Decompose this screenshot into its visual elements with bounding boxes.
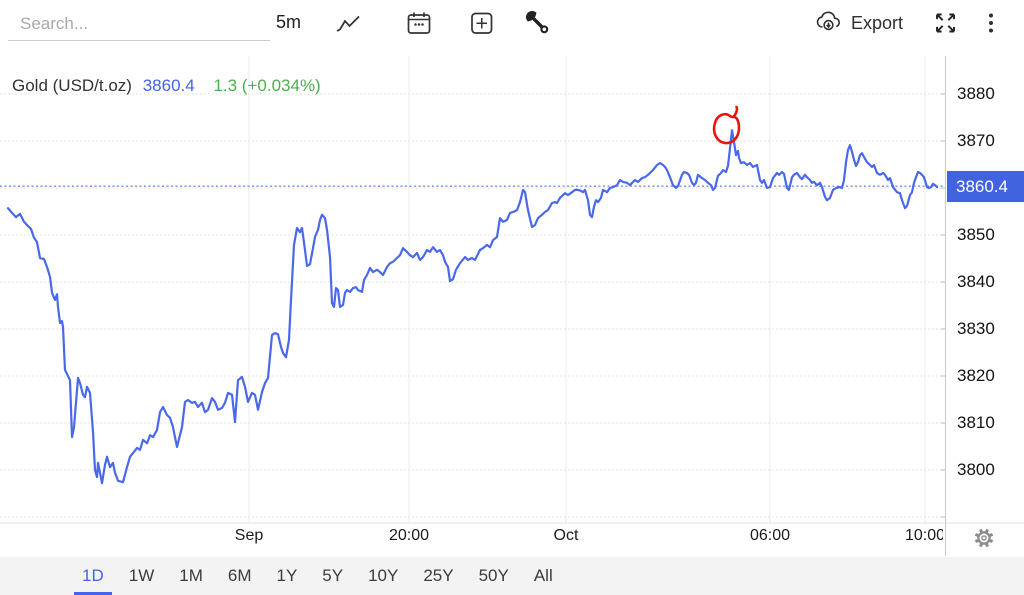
range-tab-1w[interactable]: 1W (128, 565, 155, 585)
instrument-name: Gold (USD/t.oz) (12, 76, 132, 95)
fullscreen-icon[interactable] (933, 11, 958, 35)
annotation-circle (712, 105, 741, 145)
vertical-gridlines (248, 56, 926, 523)
range-tab-all[interactable]: All (533, 565, 553, 585)
price-tick-label: 3820 (957, 366, 995, 385)
price-tick-label: 3830 (957, 319, 995, 338)
range-tab-1d[interactable]: 1D (74, 558, 112, 595)
toolbar: 5m (0, 0, 1024, 48)
tools-wrench-icon[interactable] (526, 11, 550, 35)
export-label: Export (851, 13, 904, 33)
range-tab-1y[interactable]: 1Y (276, 565, 298, 585)
range-tab-6m[interactable]: 6M (227, 565, 252, 585)
range-tab-5y[interactable]: 5Y (322, 565, 344, 585)
range-tab-25y[interactable]: 25Y (423, 565, 454, 585)
time-tick-label: Sep (234, 527, 264, 544)
line-chart-type-icon[interactable] (336, 14, 362, 34)
price-tick-label: 3880 (957, 84, 995, 103)
range-tab-50y[interactable]: 50Y (478, 565, 509, 585)
time-tick-label: 10:00 (904, 527, 943, 544)
price-tick-label: 3850 (957, 225, 995, 244)
legend: Gold (USD/t.oz) 3860.4 1.3 (+0.034%) (12, 76, 321, 96)
price-tick-label: 3810 (957, 413, 995, 432)
time-tick-label: Oct (553, 527, 579, 544)
export-button[interactable]: Export (814, 9, 903, 38)
time-tick-label: 06:00 (749, 527, 791, 544)
range-tab-1m[interactable]: 1M (179, 565, 203, 585)
price-tick-label: 3800 (957, 460, 995, 479)
price-tick-label: 3870 (957, 131, 995, 150)
time-tick-label: 20:00 (388, 527, 430, 544)
time-axis: Sep 20:00 Oct 06:00 10:00 (0, 527, 943, 553)
search-input[interactable] (8, 8, 270, 41)
price-series-line (6, 129, 939, 485)
add-panel-icon[interactable] (470, 11, 494, 35)
price-change: 1.3 (+0.034%) (213, 76, 321, 95)
current-price-badge: 3860.4 (947, 171, 1024, 202)
calendar-icon[interactable] (406, 11, 432, 36)
export-cloud-icon (814, 9, 844, 38)
axis-settings-gear-icon[interactable] (972, 526, 996, 555)
range-tab-10y[interactable]: 10Y (368, 565, 399, 585)
horizontal-gridlines (0, 93, 945, 518)
interval-selector[interactable]: 5m (276, 12, 302, 32)
price-tick-label: 3840 (957, 272, 995, 291)
range-tab-bar: 1D 1W 1M 6M 1Y 5Y 10Y 25Y 50Y All (0, 557, 1024, 595)
more-options-icon[interactable] (985, 11, 997, 35)
last-price: 3860.4 (142, 76, 195, 95)
